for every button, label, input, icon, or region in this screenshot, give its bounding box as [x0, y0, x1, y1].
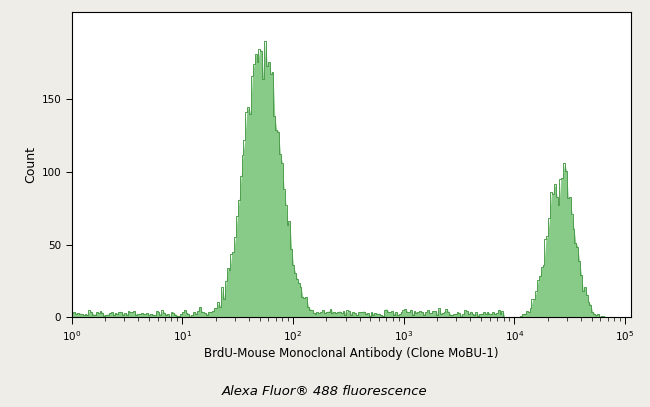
Polygon shape	[72, 41, 630, 317]
Text: Alexa Fluor® 488 fluorescence: Alexa Fluor® 488 fluorescence	[222, 385, 428, 398]
X-axis label: BrdU-Mouse Monoclonal Antibody (Clone MoBU-1): BrdU-Mouse Monoclonal Antibody (Clone Mo…	[203, 347, 499, 360]
Y-axis label: Count: Count	[24, 147, 37, 183]
